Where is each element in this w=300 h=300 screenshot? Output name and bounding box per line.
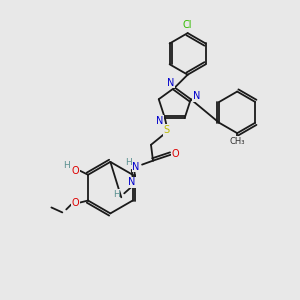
Text: CH₃: CH₃ (230, 136, 245, 146)
Text: O: O (172, 149, 180, 159)
Text: N: N (193, 91, 200, 101)
Text: H: H (63, 161, 70, 170)
Text: N: N (128, 178, 136, 188)
Text: O: O (71, 166, 79, 176)
Text: N: N (156, 116, 164, 126)
Text: H: H (125, 158, 132, 167)
Text: H: H (113, 190, 120, 199)
Text: N: N (132, 162, 140, 172)
Text: S: S (164, 125, 170, 135)
Text: N: N (167, 78, 175, 88)
Text: O: O (71, 197, 79, 208)
Text: Cl: Cl (183, 20, 192, 30)
